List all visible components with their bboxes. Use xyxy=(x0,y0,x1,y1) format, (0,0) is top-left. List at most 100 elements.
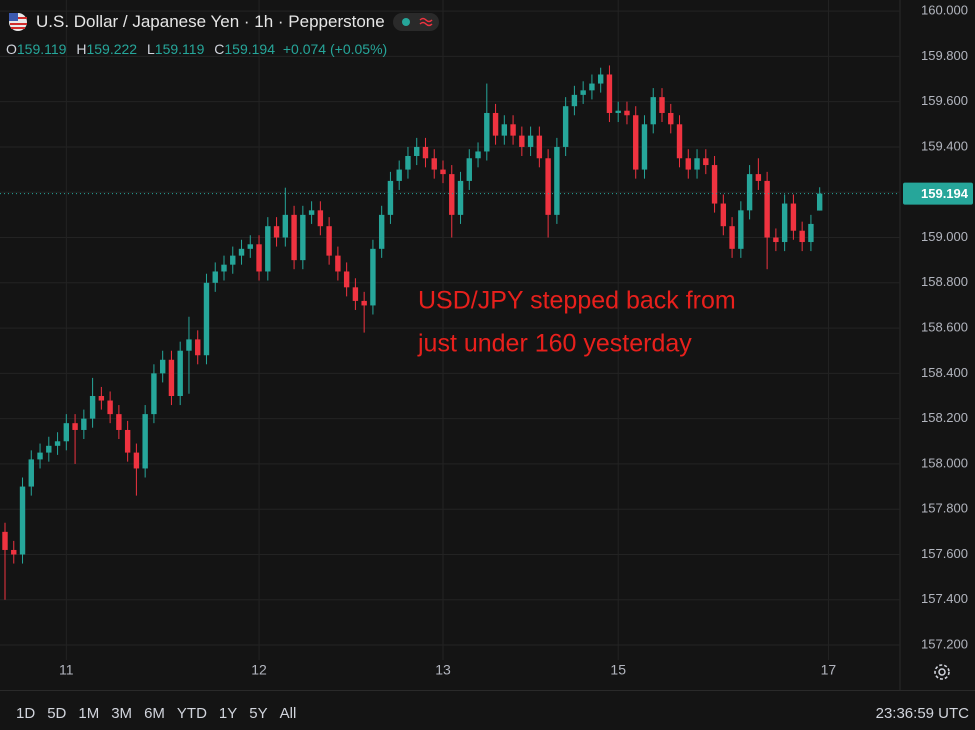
range-button[interactable]: 5Y xyxy=(249,705,268,722)
candle-body xyxy=(107,400,113,415)
candle-body xyxy=(720,203,727,227)
candle-body xyxy=(19,486,26,555)
candle-body xyxy=(37,452,43,460)
range-button[interactable]: 5D xyxy=(47,705,67,722)
symbol-header: U.S. Dollar / Japanese Yen · 1h · Pepper… xyxy=(8,12,439,32)
candle-body xyxy=(11,549,17,555)
candle-body xyxy=(659,97,665,113)
candle-body xyxy=(606,74,613,113)
candle-body xyxy=(746,174,753,211)
x-tick-label: 15 xyxy=(610,662,626,678)
ohlc-value: 159.119 xyxy=(16,41,67,57)
range-button[interactable]: 1M xyxy=(78,705,100,722)
candle-body xyxy=(142,414,148,469)
range-button[interactable]: 3M xyxy=(111,705,133,722)
candle-body xyxy=(475,151,481,159)
ohlc-value: 159.119 xyxy=(154,41,205,57)
candle-body xyxy=(790,203,797,231)
y-tick-label: 157.800 xyxy=(921,501,968,516)
candle-body xyxy=(151,373,157,415)
annotation: just under 160 yesterday xyxy=(417,330,692,358)
candle-body xyxy=(466,158,472,181)
range-buttons: 1D 5D 1M 3M 6M YTD 1Y 5Y All xyxy=(10,705,302,722)
candle-body xyxy=(81,418,87,430)
candle-body xyxy=(291,214,297,261)
candle-body xyxy=(641,124,648,170)
candle-body xyxy=(230,255,236,265)
candle-body xyxy=(195,339,201,356)
candle-body xyxy=(98,396,105,401)
candle-body xyxy=(650,97,656,125)
status-pill[interactable] xyxy=(392,12,439,32)
y-tick-label: 157.400 xyxy=(921,591,968,606)
range-button[interactable]: 6M xyxy=(144,705,165,722)
candle-body xyxy=(116,414,122,430)
candle-body xyxy=(405,156,411,170)
candle-body xyxy=(256,244,262,272)
ohlc-row: O159.119 H159.222 L159.119 C159.194 +0.0… xyxy=(6,41,387,57)
x-tick-label: 13 xyxy=(435,662,451,678)
change-percent: (+0.05%) xyxy=(329,41,388,57)
y-tick-label: 158.600 xyxy=(921,320,968,335)
y-tick-label: 159.600 xyxy=(921,93,968,108)
candle-body xyxy=(510,124,516,136)
grid xyxy=(0,0,900,660)
candle-body xyxy=(335,255,341,272)
chart: 157.200 157.400 157.600 157.800 158.000 158.2… xyxy=(0,0,975,690)
candle-body xyxy=(808,223,814,243)
candle-body xyxy=(624,110,630,116)
candle-body xyxy=(501,124,508,136)
candle-body xyxy=(562,106,569,147)
candle-body xyxy=(124,429,131,453)
candle-body xyxy=(729,226,735,249)
candle-body xyxy=(326,226,332,256)
candle-body xyxy=(343,271,350,288)
candle-body xyxy=(440,169,446,175)
candle-body xyxy=(676,124,683,159)
candle-body xyxy=(273,226,280,238)
ohlc-value: 159.222 xyxy=(86,41,138,57)
candle-body xyxy=(685,158,691,170)
candle-body xyxy=(352,287,359,301)
candle-body xyxy=(597,74,604,84)
settings-icon[interactable] xyxy=(934,664,950,680)
candle-body xyxy=(46,445,52,453)
range-button[interactable]: 1Y xyxy=(218,705,238,722)
gear-outline xyxy=(934,664,950,680)
candle-body xyxy=(781,203,788,243)
gear-center xyxy=(938,668,946,676)
last-price-tag xyxy=(903,182,973,205)
candle-body xyxy=(203,282,210,356)
candle-body xyxy=(177,350,183,396)
candle-body xyxy=(422,146,429,159)
candle-body xyxy=(668,112,674,125)
flag-stripe xyxy=(18,17,27,19)
candle-body xyxy=(449,174,455,215)
symbol-title: U.S. Dollar / Japanese Yen · 1h · Pepper… xyxy=(36,12,385,31)
candle-body xyxy=(711,165,718,204)
candle-body xyxy=(492,112,499,136)
candle-body xyxy=(396,169,402,181)
candle-body xyxy=(186,339,192,351)
range-button[interactable]: All xyxy=(279,705,297,722)
candle-body xyxy=(317,210,324,227)
candle-body xyxy=(519,135,525,147)
candle-body xyxy=(387,180,394,215)
y-tick-label: 158.000 xyxy=(921,455,968,470)
candle-body xyxy=(159,359,166,374)
ohlc-value: 159.194 xyxy=(224,41,275,57)
candle-body xyxy=(2,531,8,550)
ohlc-letter: L xyxy=(146,41,155,57)
candle-body xyxy=(221,264,227,272)
flag-icon xyxy=(9,13,27,31)
y-tick-label: 158.400 xyxy=(921,365,968,380)
candle-body xyxy=(238,248,245,256)
range-button[interactable]: YTD xyxy=(176,705,207,722)
candle-body xyxy=(212,271,218,283)
candle-body xyxy=(580,90,586,95)
candle-body xyxy=(484,112,490,152)
candle-body xyxy=(300,214,306,261)
range-button[interactable]: 1D xyxy=(16,705,36,722)
y-tick-label: 157.200 xyxy=(921,636,968,651)
x-tick-label: 12 xyxy=(251,662,267,678)
